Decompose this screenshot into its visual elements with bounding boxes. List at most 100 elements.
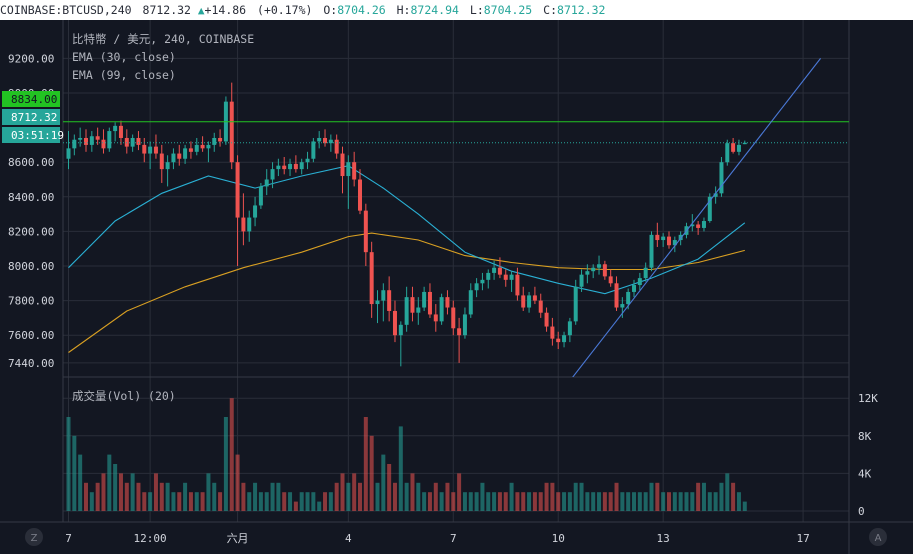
volume-bar bbox=[468, 492, 473, 511]
high-value: 8724.94 bbox=[410, 3, 459, 17]
volume-bar bbox=[626, 492, 631, 511]
volume-bar bbox=[159, 482, 164, 511]
bar-countdown: 03:51:19 bbox=[11, 129, 64, 142]
volume-bar bbox=[72, 435, 77, 511]
candle-body bbox=[118, 125, 123, 138]
volume-bar bbox=[124, 482, 129, 511]
volume-bar bbox=[439, 492, 444, 511]
candle-body bbox=[247, 217, 252, 232]
candle-body bbox=[672, 240, 677, 246]
candle-body bbox=[165, 162, 170, 170]
candle-body bbox=[486, 272, 491, 280]
candle-body bbox=[101, 139, 106, 149]
time-axis[interactable]: 7 12:00 六月 4 7 10 13 17 bbox=[65, 532, 810, 545]
volume-bar bbox=[293, 501, 298, 511]
legend-ema99: EMA (99, close) bbox=[72, 68, 176, 82]
volume-bar bbox=[194, 492, 199, 511]
candle-body bbox=[235, 162, 240, 218]
drawings[interactable] bbox=[63, 58, 849, 395]
price-tick-label: 9200.00 bbox=[8, 52, 54, 65]
volume-bar bbox=[107, 454, 112, 511]
candle-body bbox=[334, 139, 339, 154]
volume-bar bbox=[567, 492, 572, 511]
candle-body bbox=[328, 139, 333, 144]
candle-body bbox=[567, 321, 572, 336]
candle-body bbox=[521, 295, 526, 308]
ema30-line bbox=[68, 165, 746, 295]
price-change-pct: (+0.17%) bbox=[257, 3, 313, 17]
volume-bar bbox=[492, 492, 497, 511]
volume-bar bbox=[474, 492, 479, 511]
green-line-price: 8834.00 bbox=[11, 93, 57, 106]
candle-body bbox=[719, 162, 724, 194]
last-price-label: 8712.32 03:51:19 bbox=[2, 109, 64, 143]
price-tick-label: 8600.00 bbox=[8, 156, 54, 169]
volume-bar bbox=[614, 482, 619, 511]
price-tick-label: 7600.00 bbox=[8, 329, 54, 342]
volume-bar bbox=[457, 473, 462, 511]
candle-body bbox=[276, 165, 281, 170]
volume-bar bbox=[165, 482, 170, 511]
volume-bar bbox=[235, 454, 240, 511]
volume-bar bbox=[398, 426, 403, 511]
candle-body bbox=[387, 290, 392, 311]
candle-body bbox=[89, 136, 94, 145]
volume-bar bbox=[486, 492, 491, 511]
price-chart[interactable]: 9200.009000.008600.008400.008200.008000.… bbox=[0, 20, 913, 554]
volume-bar bbox=[311, 492, 316, 511]
candle-body bbox=[701, 221, 706, 228]
volume-bar bbox=[358, 482, 362, 511]
candle-body bbox=[253, 205, 258, 218]
volume-bar bbox=[678, 492, 683, 511]
candle-body bbox=[439, 297, 444, 322]
volume-bar bbox=[229, 398, 234, 511]
volume-bar bbox=[299, 492, 304, 511]
volume-bar bbox=[340, 473, 345, 511]
volume-bar bbox=[521, 492, 526, 511]
volume-bar bbox=[427, 492, 432, 511]
time-tick-label: 12:00 bbox=[134, 532, 167, 545]
price-axis[interactable]: 9200.009000.008600.008400.008200.008000.… bbox=[8, 52, 54, 369]
volume-bar bbox=[597, 492, 602, 511]
volume-bar bbox=[136, 482, 141, 511]
candle-body bbox=[655, 234, 660, 241]
chart-frame bbox=[0, 20, 913, 554]
green-line-label[interactable]: 8834.00 bbox=[2, 91, 60, 107]
volume-bar bbox=[672, 492, 677, 511]
auto-scale-button[interactable]: A bbox=[869, 528, 887, 546]
volume-bar bbox=[346, 482, 351, 511]
volume-bar bbox=[328, 492, 333, 511]
volume-bar bbox=[218, 492, 223, 511]
candle-body bbox=[293, 163, 298, 170]
last-price-label-bg bbox=[2, 109, 60, 125]
volume-bar bbox=[643, 492, 648, 511]
volume-bar bbox=[392, 482, 397, 511]
candle-body bbox=[725, 143, 730, 163]
candle-body bbox=[404, 297, 409, 325]
candle-body bbox=[696, 224, 701, 228]
candle-body bbox=[183, 148, 188, 159]
candle-body bbox=[153, 146, 158, 154]
candle-body bbox=[480, 279, 485, 284]
last-price: 8712.32 bbox=[142, 3, 191, 17]
time-tick-label: 17 bbox=[796, 532, 809, 545]
candle-body bbox=[649, 234, 654, 268]
candle-body bbox=[323, 137, 328, 144]
volume-bar bbox=[649, 482, 654, 511]
price-change: +14.86 bbox=[204, 3, 247, 17]
volume-bar bbox=[206, 473, 211, 511]
zoom-button-left[interactable]: Z bbox=[25, 528, 43, 546]
volume-bar bbox=[655, 482, 660, 511]
volume-bar bbox=[83, 482, 88, 511]
volume-bar bbox=[515, 492, 520, 511]
candle-body bbox=[462, 314, 467, 336]
volume-bar bbox=[352, 473, 357, 511]
volume-bar bbox=[620, 492, 625, 511]
close-label: C: bbox=[543, 3, 558, 17]
symbol-name[interactable]: COINBASE:BTCUSD bbox=[0, 3, 104, 17]
volume-bar bbox=[118, 473, 123, 511]
volume-bar bbox=[462, 492, 467, 511]
low-value: 8704.25 bbox=[483, 3, 533, 17]
candle-body bbox=[661, 236, 666, 241]
candle-body bbox=[451, 307, 456, 329]
